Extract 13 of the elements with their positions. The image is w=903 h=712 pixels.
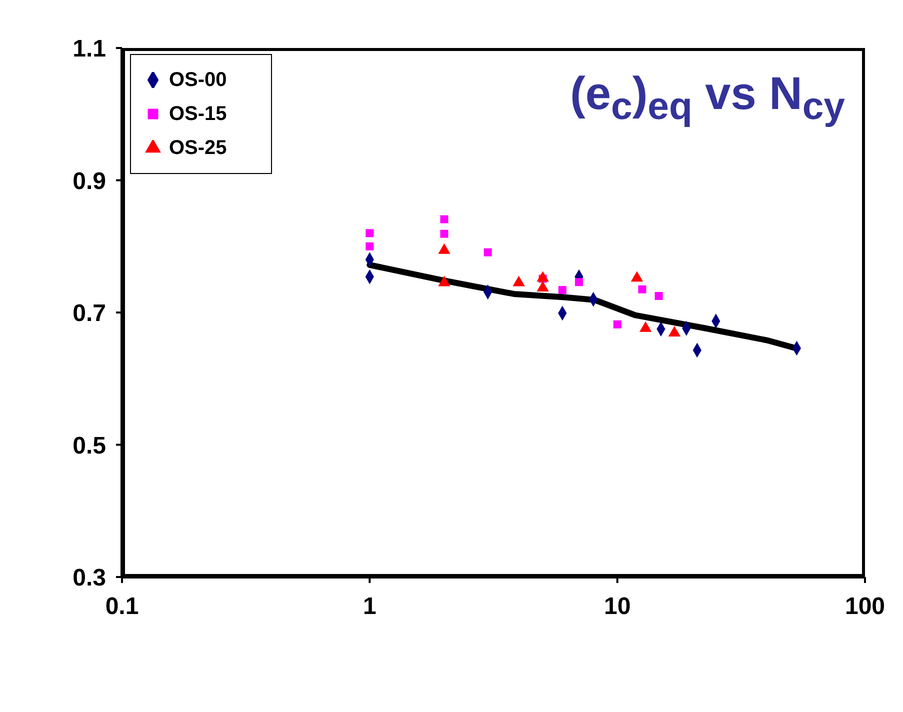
y-tick-label: 0.5 bbox=[72, 432, 106, 460]
text: (e$_{c}$)$_{eq}$ vs N$_{cy}$ bbox=[570, 66, 845, 130]
x-tick-label: 10 bbox=[604, 593, 631, 620]
legend-label: OS-25 bbox=[169, 136, 227, 161]
x-tick-label: 100 bbox=[844, 593, 886, 620]
legend-label: OS-15 bbox=[169, 102, 227, 127]
y-tick-label: 0.9 bbox=[72, 168, 106, 195]
x-tick-label: 0.1 bbox=[105, 593, 139, 620]
y-tick-label: 1.1 bbox=[72, 36, 106, 63]
y-tick-label: 0.3 bbox=[72, 564, 106, 592]
x-tick-label: 1 bbox=[362, 593, 376, 620]
y-tick-label: 0.7 bbox=[72, 300, 106, 328]
legend-label: OS-00 bbox=[169, 68, 227, 93]
